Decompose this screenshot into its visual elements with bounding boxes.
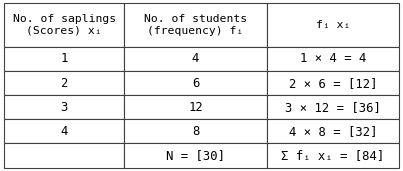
Text: 4 × 8 = [32]: 4 × 8 = [32] <box>289 125 377 138</box>
Bar <box>4 47 125 71</box>
Bar <box>125 47 267 71</box>
Bar <box>267 3 399 47</box>
Text: 8: 8 <box>192 125 199 138</box>
Text: 2: 2 <box>60 77 68 90</box>
Text: 6: 6 <box>192 77 199 90</box>
Text: No. of saplings
(Scores) xᵢ: No. of saplings (Scores) xᵢ <box>13 14 116 36</box>
Bar <box>4 3 125 47</box>
Bar <box>4 119 125 143</box>
Text: 1 × 4 = 4: 1 × 4 = 4 <box>299 52 366 65</box>
Bar <box>4 71 125 95</box>
Bar <box>267 71 399 95</box>
Bar <box>267 143 399 168</box>
Bar <box>4 95 125 119</box>
Text: 4: 4 <box>192 52 199 65</box>
Text: 12: 12 <box>188 101 203 114</box>
Bar <box>267 119 399 143</box>
Text: fᵢ xᵢ: fᵢ xᵢ <box>316 20 350 30</box>
Text: 4: 4 <box>60 125 68 138</box>
Bar <box>125 3 267 47</box>
Bar <box>125 95 267 119</box>
Bar <box>125 143 267 168</box>
Text: 3: 3 <box>60 101 68 114</box>
Bar <box>267 47 399 71</box>
Text: 2 × 6 = [12]: 2 × 6 = [12] <box>289 77 377 90</box>
Text: N = [30]: N = [30] <box>166 149 225 162</box>
Text: Σ fᵢ xᵢ = [84]: Σ fᵢ xᵢ = [84] <box>281 149 384 162</box>
Text: No. of students
(frequency) fᵢ: No. of students (frequency) fᵢ <box>144 14 247 36</box>
Text: 1: 1 <box>60 52 68 65</box>
Bar <box>4 143 125 168</box>
Bar <box>267 95 399 119</box>
Text: 3 × 12 = [36]: 3 × 12 = [36] <box>285 101 381 114</box>
Bar <box>125 71 267 95</box>
Bar <box>125 119 267 143</box>
